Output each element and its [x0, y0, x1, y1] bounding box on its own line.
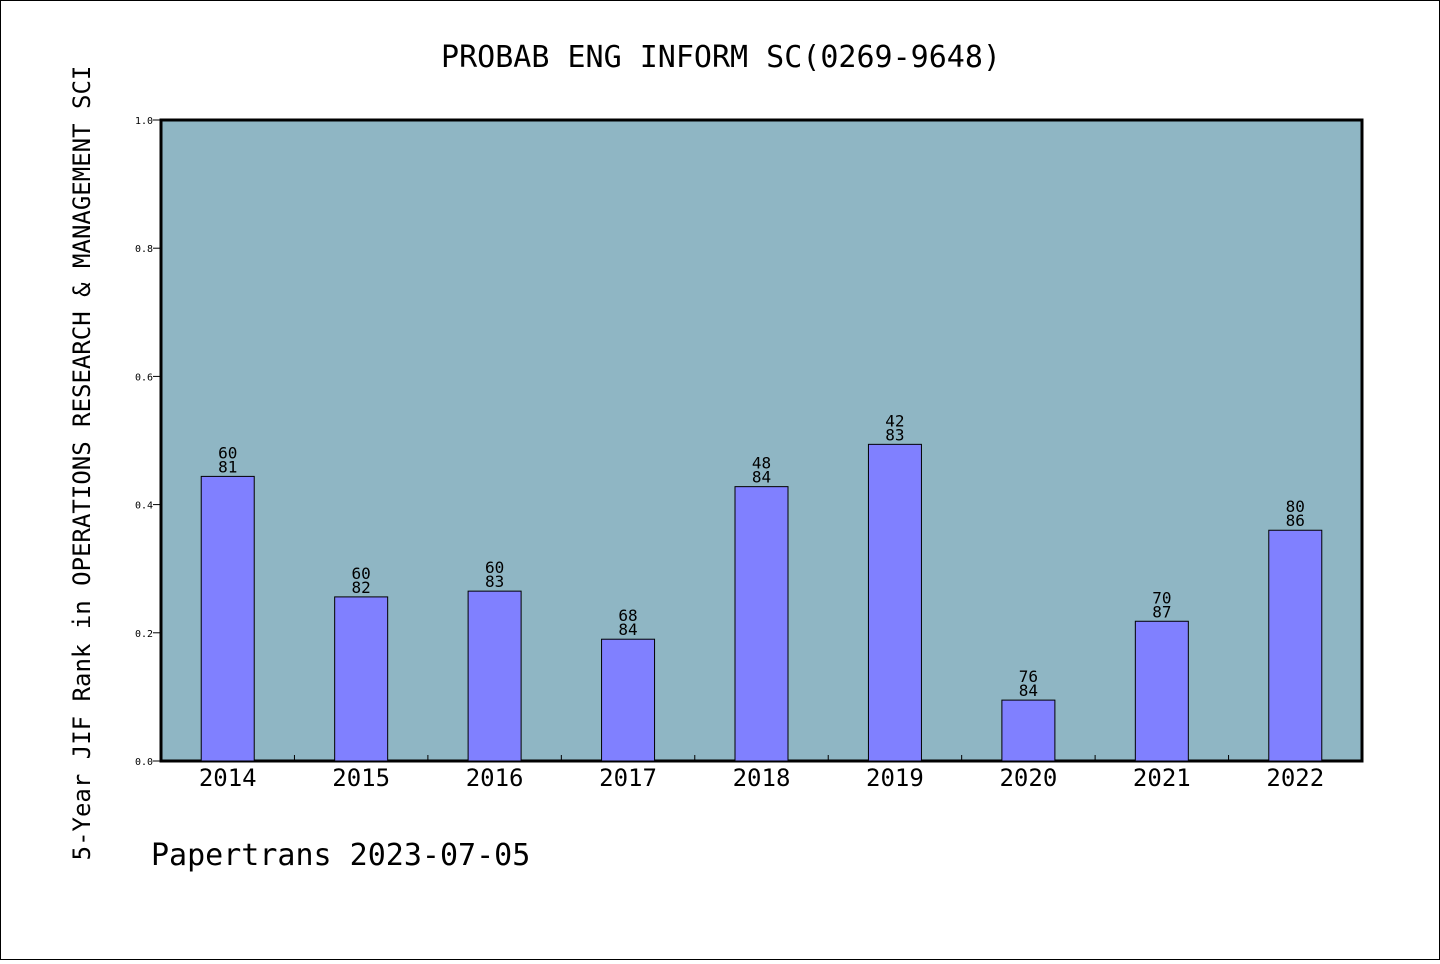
bar-2019	[867, 443, 922, 762]
bar-label-total: 81	[218, 457, 237, 476]
bar-2021	[1134, 620, 1189, 762]
y-axis-ticks: 0.0 0.2 0.4 0.6 0.8 1.0	[135, 116, 161, 768]
x-tick-label: 2018	[733, 764, 791, 792]
x-tick-label: 2017	[599, 764, 657, 792]
bar-2022	[1268, 529, 1323, 762]
bar-label-rank: 48	[752, 454, 771, 473]
footer-text: Papertrans 2023-07-05	[151, 838, 530, 873]
y-tick-label: 0.4	[135, 501, 153, 512]
bar-label-rank: 76	[1019, 667, 1038, 686]
y-tick-label: 0.6	[135, 372, 153, 383]
bar-label-rank: 60	[352, 564, 371, 583]
y-tick-label: 1.0	[135, 116, 153, 127]
y-tick-label: 0.8	[135, 244, 153, 255]
bar-label-total: 83	[485, 572, 504, 591]
bar-2020	[1001, 699, 1056, 762]
bar-label-rank: 60	[218, 443, 237, 462]
x-tick-label: 2020	[999, 764, 1057, 792]
bar-label-total: 86	[1286, 511, 1305, 530]
bar-2015	[334, 596, 389, 762]
x-tick-label: 2016	[466, 764, 524, 792]
bar-2016	[467, 590, 522, 762]
x-tick-label: 2022	[1266, 764, 1324, 792]
y-axis-label: 5-Year JIF Rank in OPERATIONS RESEARCH &…	[68, 66, 96, 861]
bar-label-total: 87	[1152, 602, 1171, 621]
x-tick-label: 2019	[866, 764, 924, 792]
x-axis-ticks: 2014 2015 2016 2017 2018 2019 2020 2021 2022	[199, 755, 1324, 792]
y-tick-label: 0.0	[135, 757, 153, 768]
bar-label-rank: 68	[618, 606, 637, 625]
x-tick-label: 2015	[332, 764, 390, 792]
bar-label-rank: 70	[1152, 588, 1171, 607]
bar-2018	[734, 486, 789, 762]
x-tick-label: 2014	[199, 764, 257, 792]
bar-label-total: 84	[618, 620, 637, 639]
y-tick-label: 0.2	[135, 629, 153, 640]
bar-label-total: 83	[885, 425, 904, 444]
bars	[200, 443, 1323, 762]
bar-label-total: 84	[752, 468, 771, 487]
x-tick-label: 2021	[1133, 764, 1191, 792]
bar-label-rank: 60	[485, 558, 504, 577]
bar-2017	[601, 638, 656, 762]
chart-title: PROBAB ENG INFORM SC(0269-9648)	[441, 40, 1001, 75]
bar-label-total: 82	[352, 578, 371, 597]
bar-label-rank: 42	[885, 411, 904, 430]
bar-label-total: 84	[1019, 681, 1038, 700]
bar-label-rank: 80	[1286, 497, 1305, 516]
bar-2014	[200, 475, 255, 762]
